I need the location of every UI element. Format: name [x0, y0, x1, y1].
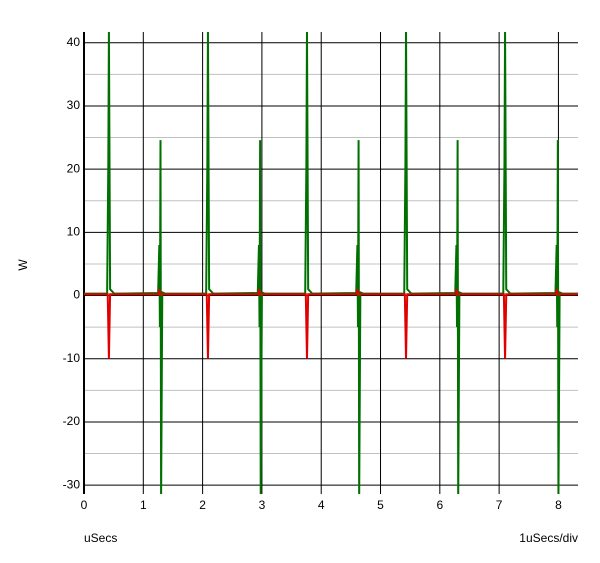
y-tick-label: -20 [63, 414, 81, 428]
x-axis-label: uSecs [84, 531, 117, 545]
x-tick-label: 8 [555, 498, 562, 512]
x-tick-label: 6 [436, 498, 443, 512]
x-tick-label: 1 [140, 498, 147, 512]
y-tick-label: -10 [63, 351, 81, 365]
y-axis-label: W [16, 259, 30, 271]
series-line [84, 288, 578, 359]
series-line [84, 32, 578, 494]
y-tick-label: -30 [63, 477, 81, 491]
y-tick-label: 40 [67, 35, 81, 49]
x-tick-label: 0 [81, 498, 88, 512]
x-tick-label: 5 [377, 498, 384, 512]
x-tick-label: 2 [199, 498, 206, 512]
y-tick-label: 0 [73, 288, 80, 302]
x-tick-label: 3 [259, 498, 266, 512]
x-scale-label: 1uSecs/div [519, 531, 578, 545]
y-tick-label: 20 [67, 161, 81, 175]
y-tick-label: 10 [67, 225, 81, 239]
y-tick-label: 30 [67, 98, 81, 112]
x-tick-label: 7 [496, 498, 503, 512]
x-tick-label: 4 [318, 498, 325, 512]
